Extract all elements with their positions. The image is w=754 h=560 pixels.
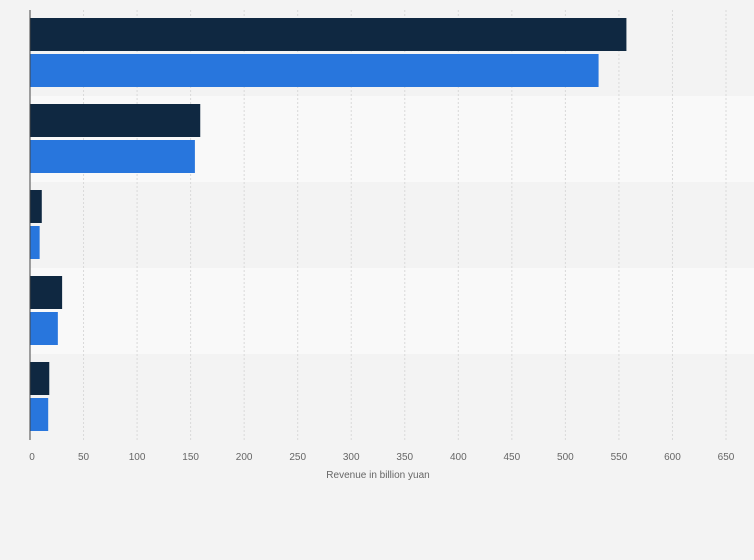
x-tick-label: 600 xyxy=(664,452,681,463)
category-band xyxy=(30,354,754,440)
bar-series-2-category-5[interactable] xyxy=(30,398,49,431)
bars xyxy=(30,18,627,431)
bar-series-2-category-1[interactable] xyxy=(30,54,599,87)
x-tick-label: 150 xyxy=(182,452,199,463)
x-tick-label: 100 xyxy=(129,452,146,463)
x-tick-label: 50 xyxy=(78,452,90,463)
x-tick-label: 350 xyxy=(396,452,413,463)
category-bands xyxy=(30,10,754,440)
x-tick-label: 550 xyxy=(611,452,628,463)
bar-series-2-category-3[interactable] xyxy=(30,226,40,259)
x-tick-label: 0 xyxy=(29,452,35,463)
x-tick-label: 250 xyxy=(289,452,306,463)
bar-series-1-category-4[interactable] xyxy=(30,276,63,309)
bar-series-1-category-5[interactable] xyxy=(30,362,50,395)
bar-series-1-category-2[interactable] xyxy=(30,104,201,137)
x-tick-label: 650 xyxy=(718,452,735,463)
bar-series-1-category-3[interactable] xyxy=(30,190,42,223)
x-tick-label: 200 xyxy=(236,452,253,463)
bar-series-2-category-4[interactable] xyxy=(30,312,58,345)
bar-series-1-category-1[interactable] xyxy=(30,18,627,51)
x-tick-label: 500 xyxy=(557,452,574,463)
x-axis-title: Revenue in billion yuan xyxy=(326,470,429,481)
x-axis-ticks: 0 50 100 150 200 250 300 350 400 450 500 550 600 650 xyxy=(29,452,735,463)
category-band xyxy=(30,182,754,268)
x-tick-label: 400 xyxy=(450,452,467,463)
category-band xyxy=(30,268,754,354)
x-tick-label: 300 xyxy=(343,452,360,463)
x-tick-label: 450 xyxy=(504,452,521,463)
bar-series-2-category-2[interactable] xyxy=(30,140,195,173)
